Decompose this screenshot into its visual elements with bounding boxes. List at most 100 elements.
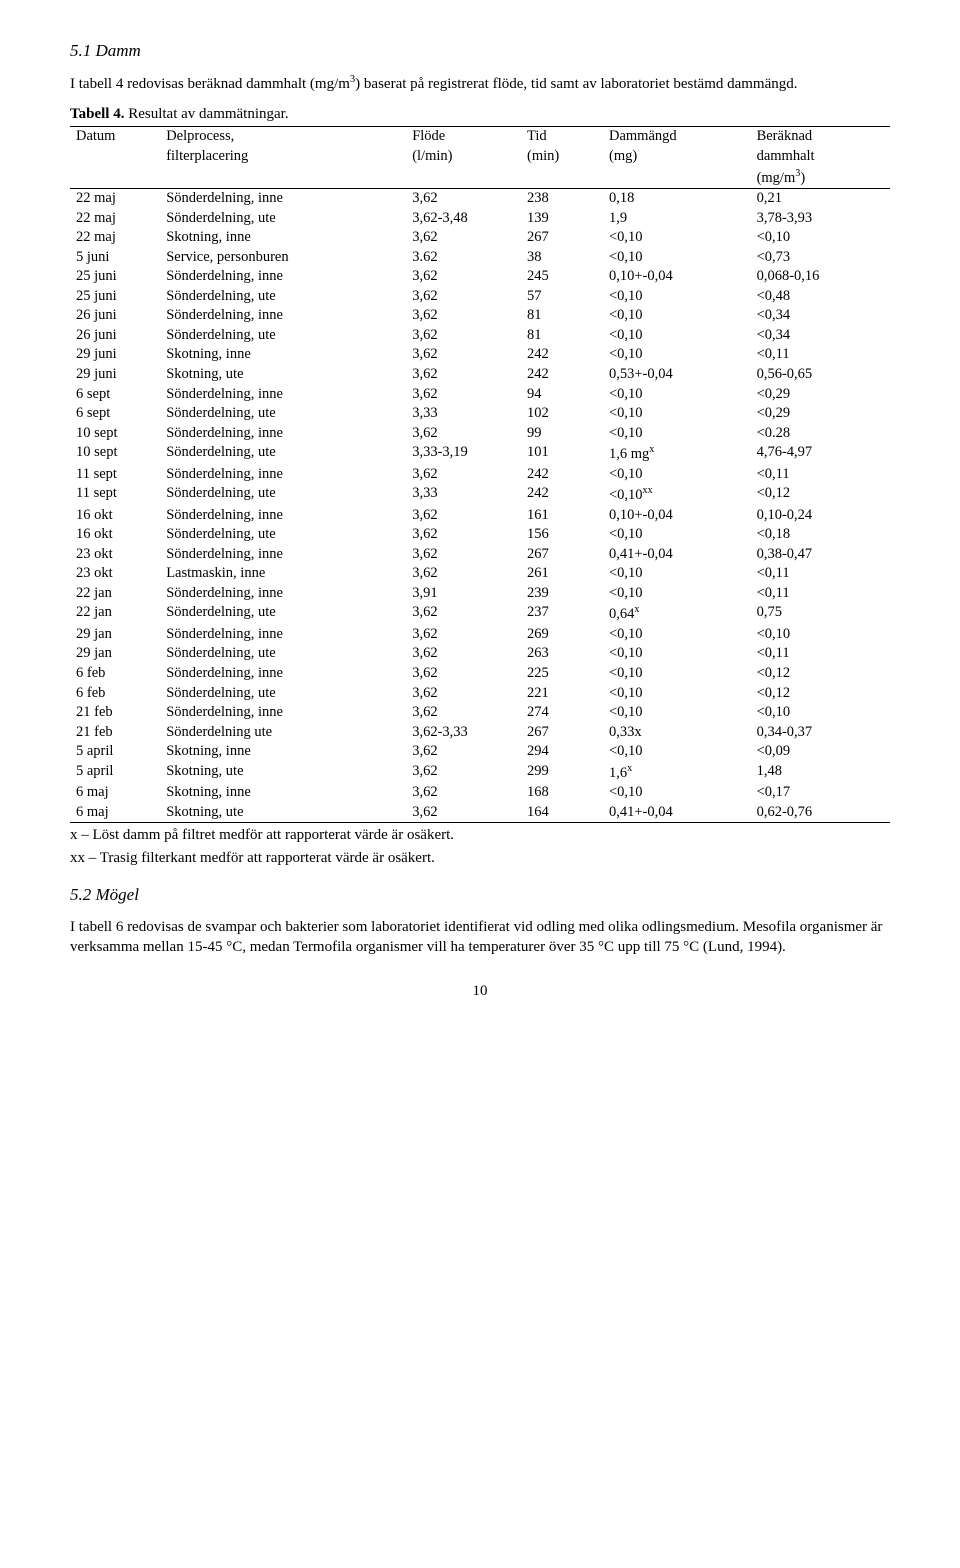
table-cell: 3,62 bbox=[406, 703, 521, 723]
table-cell: <0,11 bbox=[751, 644, 890, 664]
table-cell: Sönderdelning, inne bbox=[160, 545, 406, 565]
table-cell: 4,76-4,97 bbox=[751, 443, 890, 464]
table-cell: 3,62 bbox=[406, 783, 521, 803]
table-cell: 245 bbox=[521, 267, 603, 287]
table-cell: 238 bbox=[521, 188, 603, 208]
table-cell: <0,10xx bbox=[603, 484, 751, 505]
table-cell: Skotning, inne bbox=[160, 783, 406, 803]
table-cell: Sönderdelning, inne bbox=[160, 465, 406, 485]
table-cell: 22 maj bbox=[70, 188, 160, 208]
table-cell: 26 juni bbox=[70, 306, 160, 326]
results-table: Datum Delprocess, filterplacering Flöde … bbox=[70, 126, 890, 823]
table-cell: 267 bbox=[521, 723, 603, 743]
table-cell: 1,48 bbox=[751, 762, 890, 783]
table-cell: 156 bbox=[521, 525, 603, 545]
table-cell: Sönderdelning, inne bbox=[160, 664, 406, 684]
table-cell: Skotning, inne bbox=[160, 742, 406, 762]
table-cell: 22 maj bbox=[70, 228, 160, 248]
col-tid-b: (min) bbox=[527, 148, 559, 164]
table-cell: 94 bbox=[521, 385, 603, 405]
table-cell: 10 sept bbox=[70, 424, 160, 444]
table-cell: 0,41+-0,04 bbox=[603, 803, 751, 823]
table-cell: 274 bbox=[521, 703, 603, 723]
table-cell: 22 maj bbox=[70, 209, 160, 229]
table-cell: Sönderdelning, inne bbox=[160, 188, 406, 208]
table-cell: <0,29 bbox=[751, 385, 890, 405]
table-cell: Skotning, ute bbox=[160, 803, 406, 823]
table-cell: 16 okt bbox=[70, 525, 160, 545]
table-cell: <0,10 bbox=[603, 465, 751, 485]
table-cell: <0,73 bbox=[751, 248, 890, 268]
col-dammangd-b: (mg) bbox=[609, 148, 637, 164]
table-cell: 139 bbox=[521, 209, 603, 229]
col-dammhalt-c-before: (mg/m bbox=[757, 169, 796, 185]
table-cell: 263 bbox=[521, 644, 603, 664]
table-cell: 0,56-0,65 bbox=[751, 365, 890, 385]
table-cell: 6 maj bbox=[70, 803, 160, 823]
table-cell: 29 juni bbox=[70, 365, 160, 385]
table-cell: <0,10 bbox=[603, 385, 751, 405]
table-cell: <0,11 bbox=[751, 345, 890, 365]
table-cell: Sönderdelning, ute bbox=[160, 525, 406, 545]
table-cell: 25 juni bbox=[70, 267, 160, 287]
col-delprocess-a: Delprocess, bbox=[166, 128, 234, 144]
table-cell: Sönderdelning, inne bbox=[160, 584, 406, 604]
table-cell: <0,10 bbox=[603, 345, 751, 365]
col-tid-a: Tid bbox=[527, 128, 547, 144]
table-cell: Sönderdelning ute bbox=[160, 723, 406, 743]
table-row: 6 febSönderdelning, inne3,62225<0,10<0,1… bbox=[70, 664, 890, 684]
table-cell: <0,10 bbox=[751, 703, 890, 723]
table-cell: 3,62 bbox=[406, 742, 521, 762]
table-cell: 26 juni bbox=[70, 326, 160, 346]
table-cell: <0,10 bbox=[603, 525, 751, 545]
table-cell: 6 feb bbox=[70, 684, 160, 704]
table-caption: Tabell 4. Resultat av dammätningar. bbox=[70, 104, 890, 124]
table-cell: 6 sept bbox=[70, 404, 160, 424]
table-cell: <0,10 bbox=[751, 228, 890, 248]
table-row: 22 janSönderdelning, inne3,91239<0,10<0,… bbox=[70, 584, 890, 604]
table-cell: 3,62 bbox=[406, 625, 521, 645]
table-cell: 0,64x bbox=[603, 603, 751, 624]
table-cell: <0,10 bbox=[603, 783, 751, 803]
table-cell: 261 bbox=[521, 564, 603, 584]
table-row: 26 juniSönderdelning, ute3,6281<0,10<0,3… bbox=[70, 326, 890, 346]
table-cell: Sönderdelning, inne bbox=[160, 625, 406, 645]
table-cell: Sönderdelning, ute bbox=[160, 326, 406, 346]
table-cell: 38 bbox=[521, 248, 603, 268]
section-heading-damm: 5.1 Damm bbox=[70, 40, 890, 63]
table-cell: Service, personburen bbox=[160, 248, 406, 268]
table-cell: 6 sept bbox=[70, 385, 160, 405]
table-cell: 10 sept bbox=[70, 443, 160, 464]
table-cell: 3,62 bbox=[406, 684, 521, 704]
table-cell: 294 bbox=[521, 742, 603, 762]
table-cell: Sönderdelning, inne bbox=[160, 703, 406, 723]
table-cell: 3,62 bbox=[406, 365, 521, 385]
table-cell: Sönderdelning, ute bbox=[160, 209, 406, 229]
table-cell: <0,09 bbox=[751, 742, 890, 762]
table-cell: 6 feb bbox=[70, 664, 160, 684]
table-cell: 3,62 bbox=[406, 287, 521, 307]
table-cell: <0,10 bbox=[603, 742, 751, 762]
col-dammangd-a: Dammängd bbox=[609, 128, 677, 144]
table-row: 29 juniSkotning, inne3,62242<0,10<0,11 bbox=[70, 345, 890, 365]
table-cell: 25 juni bbox=[70, 287, 160, 307]
table-cell: <0,34 bbox=[751, 306, 890, 326]
table-cell: 3,62 bbox=[406, 603, 521, 624]
table-cell: 225 bbox=[521, 664, 603, 684]
table-cell: 21 feb bbox=[70, 723, 160, 743]
table-cell: 3,62 bbox=[406, 465, 521, 485]
table-cell: 11 sept bbox=[70, 465, 160, 485]
table-cell: <0,10 bbox=[603, 564, 751, 584]
table-row: 22 majSkotning, inne3,62267<0,10<0,10 bbox=[70, 228, 890, 248]
table-cell: <0,34 bbox=[751, 326, 890, 346]
col-datum: Datum bbox=[70, 127, 160, 189]
table-row: 29 juniSkotning, ute3,622420,53+-0,040,5… bbox=[70, 365, 890, 385]
table-cell: 3,33-3,19 bbox=[406, 443, 521, 464]
table-cell: <0,10 bbox=[603, 248, 751, 268]
table-cell: 1,9 bbox=[603, 209, 751, 229]
table-cell: 3,62 bbox=[406, 545, 521, 565]
table-cell: 3,62 bbox=[406, 564, 521, 584]
table-row: 16 oktSönderdelning, inne3,621610,10+-0,… bbox=[70, 506, 890, 526]
table-cell: 161 bbox=[521, 506, 603, 526]
table-row: 26 juniSönderdelning, inne3,6281<0,10<0,… bbox=[70, 306, 890, 326]
